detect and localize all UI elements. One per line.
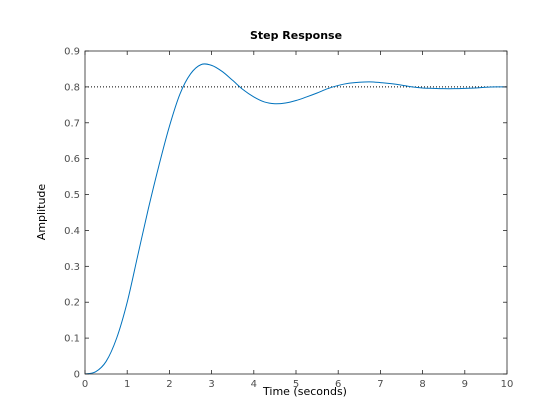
x-tick-label: 1 — [124, 379, 130, 390]
y-tick-label: 0 — [74, 370, 80, 381]
y-tick-label: 0.7 — [64, 118, 80, 129]
x-tick-label: 6 — [335, 379, 341, 390]
x-tick-label: 2 — [166, 379, 172, 390]
x-tick-label: 8 — [419, 379, 425, 390]
x-axis-label: Time (seconds) — [262, 385, 347, 398]
x-axis-ticks: 0 1 2 3 4 5 6 7 8 9 10 — [82, 51, 514, 390]
x-tick-label: 0 — [82, 379, 88, 390]
x-tick-label: 7 — [377, 379, 383, 390]
y-tick-label: 0.2 — [64, 298, 80, 309]
chart-title: Step Response — [250, 29, 342, 42]
plot-area — [85, 51, 507, 374]
x-tick-label: 3 — [208, 379, 214, 390]
x-tick-label: 5 — [293, 379, 299, 390]
y-axis-label: Amplitude — [35, 184, 48, 241]
y-tick-label: 0.1 — [64, 334, 80, 345]
chart-marks — [84, 63, 508, 375]
x-tick-label: 4 — [251, 379, 257, 390]
y-tick-label: 0.9 — [64, 47, 80, 58]
y-axis-ticks: 0 0.1 0.2 0.3 0.4 0.5 0.6 0.7 0.8 0.9 — [64, 47, 507, 381]
x-tick-label: 10 — [501, 379, 514, 390]
y-tick-label: 0.8 — [64, 82, 80, 93]
x-tick-label: 9 — [462, 379, 468, 390]
y-tick-label: 0.5 — [64, 190, 80, 201]
step-response-line — [84, 63, 508, 375]
y-tick-label: 0.6 — [64, 154, 80, 165]
y-tick-label: 0.4 — [64, 226, 80, 237]
y-tick-label: 0.3 — [64, 262, 80, 273]
